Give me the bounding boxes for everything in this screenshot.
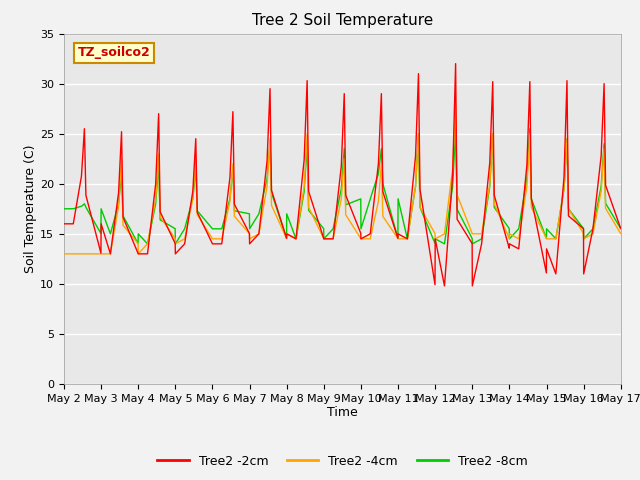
Tree2 -2cm (157, 210, 164, 216)
Tree2 -8cm (157, 217, 164, 223)
Tree2 -4cm (274, 216, 282, 221)
Tree2 -4cm (452, 101, 460, 107)
Line: Tree2 -4cm: Tree2 -4cm (64, 104, 621, 254)
Tree2 -4cm (617, 230, 625, 236)
Line: Tree2 -8cm: Tree2 -8cm (64, 129, 621, 244)
Tree2 -8cm (298, 203, 305, 208)
Tree2 -2cm (440, 283, 448, 289)
Tree2 -4cm (546, 236, 554, 242)
Tree2 -2cm (452, 61, 460, 67)
Tree2 -8cm (617, 226, 625, 231)
Line: Tree2 -2cm: Tree2 -2cm (64, 64, 621, 286)
Legend: Tree2 -2cm, Tree2 -4cm, Tree2 -8cm: Tree2 -2cm, Tree2 -4cm, Tree2 -8cm (152, 450, 532, 473)
X-axis label: Time: Time (327, 407, 358, 420)
Tree2 -4cm (157, 215, 164, 220)
Tree2 -4cm (298, 200, 305, 206)
Tree2 -2cm (274, 206, 282, 212)
Y-axis label: Soil Temperature (C): Soil Temperature (C) (24, 144, 37, 273)
Tree2 -4cm (60, 251, 68, 257)
Tree2 -2cm (617, 226, 625, 231)
Tree2 -8cm (124, 221, 131, 227)
Tree2 -8cm (606, 208, 614, 214)
Text: TZ_soilco2: TZ_soilco2 (78, 47, 150, 60)
Tree2 -4cm (606, 213, 614, 218)
Tree2 -8cm (60, 206, 68, 212)
Tree2 -8cm (274, 208, 282, 214)
Tree2 -4cm (124, 228, 131, 234)
Tree2 -2cm (60, 221, 68, 227)
Title: Tree 2 Soil Temperature: Tree 2 Soil Temperature (252, 13, 433, 28)
Tree2 -2cm (547, 255, 554, 261)
Tree2 -2cm (124, 225, 131, 231)
Tree2 -8cm (143, 241, 151, 247)
Tree2 -8cm (452, 126, 460, 132)
Tree2 -2cm (606, 195, 614, 201)
Tree2 -8cm (547, 230, 554, 236)
Tree2 -2cm (298, 182, 305, 188)
